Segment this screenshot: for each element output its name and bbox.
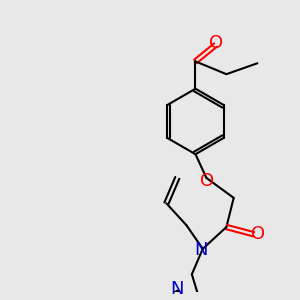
Text: N: N [194, 241, 208, 259]
Text: O: O [251, 225, 265, 243]
Text: O: O [200, 172, 214, 190]
Text: N: N [170, 280, 184, 298]
Text: O: O [209, 34, 223, 52]
